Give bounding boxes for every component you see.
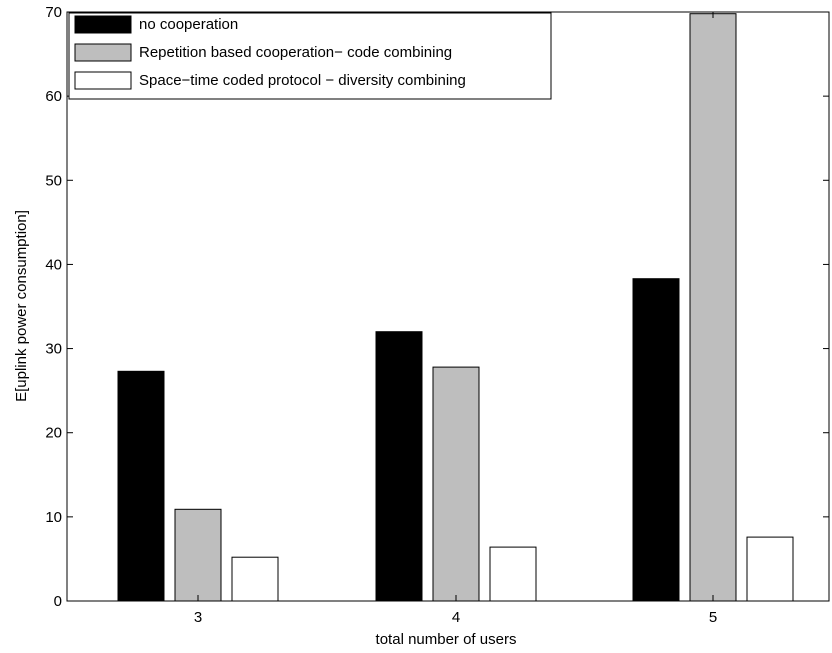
legend-label-s3: Space−time coded protocol − diversity co… — [139, 72, 466, 89]
bar-s3-cat-4 — [489, 546, 537, 602]
x-axis-label: total number of users — [376, 631, 517, 648]
y-tick-label: 50 — [45, 172, 62, 189]
bar-s1-cat-3 — [117, 370, 165, 602]
bar-s3-cat-5 — [746, 536, 794, 602]
bars-layer — [117, 13, 794, 602]
bar-s2-cat-3 — [174, 508, 222, 602]
bar-s3-cat-3 — [231, 556, 279, 602]
y-tick-label: 70 — [45, 4, 62, 21]
y-axis-label: E[uplink power consumption] — [13, 210, 30, 402]
legend: no cooperation Repetition based cooperati… — [68, 12, 552, 100]
y-tick-label: 0 — [54, 593, 62, 610]
bar-s2-cat-4 — [432, 366, 480, 602]
bar-s2-cat-5 — [689, 13, 737, 602]
x-tick-label: 5 — [709, 609, 717, 626]
plot-frame — [66, 11, 830, 602]
legend-swatch-s3 — [74, 71, 132, 90]
bar-s1-cat-5 — [632, 278, 680, 602]
x-tick-label: 4 — [452, 609, 460, 626]
y-tick-label: 20 — [45, 425, 62, 442]
y-tick-label: 60 — [45, 88, 62, 105]
legend-swatch-s1 — [74, 15, 132, 34]
legend-label-s2: Repetition based cooperation− code combi… — [139, 44, 452, 61]
x-tick-label: 3 — [194, 609, 202, 626]
legend-swatch-s2 — [74, 43, 132, 62]
y-tick-label: 40 — [45, 256, 62, 273]
y-tick-label: 30 — [45, 341, 62, 358]
y-tick-label: 10 — [45, 509, 62, 526]
legend-box — [68, 12, 552, 100]
bar-s1-cat-4 — [375, 331, 423, 602]
legend-label-s1: no cooperation — [139, 16, 238, 33]
